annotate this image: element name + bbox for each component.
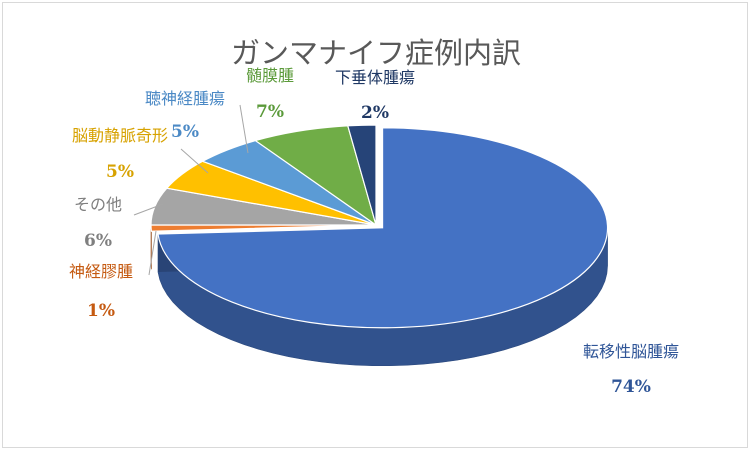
slice-value-3: 5% — [106, 162, 134, 182]
leader-line-3 — [180, 148, 209, 174]
pie-slices — [150, 124, 609, 367]
slice-value-1: 1% — [87, 301, 115, 321]
leader-line-2 — [133, 203, 164, 216]
slice-value-6: 2% — [361, 103, 389, 123]
slice-label-6: 下垂体腫瘍 — [335, 68, 415, 87]
slice-value-2: 6% — [84, 231, 112, 251]
slice-label-0: 転移性脳腫瘍 — [583, 342, 679, 361]
chart-title: ガンマナイフ症例内訳 — [231, 36, 521, 70]
leader-line-4 — [239, 104, 249, 154]
slice-label-4: 聴神経腫瘍 — [145, 89, 225, 108]
pie-chart: ガンマナイフ症例内訳 転移性脳腫瘍74%神経膠腫1%その他6%脳動静脈奇形5%聴… — [69, 36, 679, 397]
pie-slice-0 — [157, 127, 609, 329]
slice-value-4: 5% — [171, 122, 199, 142]
data-labels: 転移性脳腫瘍74%神経膠腫1%その他6%脳動静脈奇形5%聴神経腫瘍5%髄膜腫7%… — [69, 66, 679, 397]
slice-value-5: 7% — [256, 102, 284, 122]
slice-label-1: 神経膠腫 — [69, 262, 133, 281]
slice-value-0: 74% — [611, 377, 651, 397]
slice-label-5: 髄膜腫 — [246, 66, 294, 85]
slice-label-3: 脳動静脈奇形 — [72, 126, 168, 145]
slice-label-2: その他 — [74, 195, 122, 214]
pie-slice-6 — [347, 124, 377, 226]
leader-line-1 — [148, 230, 157, 276]
chart-frame: ガンマナイフ症例内訳 転移性脳腫瘍 74% 神経膠腫 1% その他 6% 脳動静脈奇形 5% 聴… — [2, 2, 748, 448]
